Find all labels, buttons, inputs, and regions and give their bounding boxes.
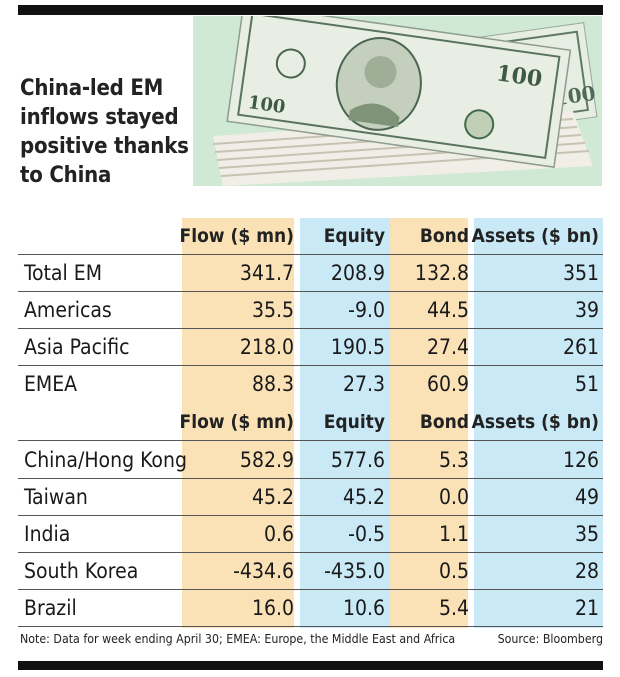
row-label: Total EM (24, 261, 102, 285)
equity-value: -0.5 (348, 522, 385, 546)
table-row: Total EM 341.7 208.9 132.8 351 (18, 255, 603, 292)
headline: China-led EM inflows stayed positive tha… (20, 76, 189, 188)
row-label: China/Hong Kong (24, 448, 187, 472)
bond-column-bg (390, 218, 474, 628)
header-bond: Bond (419, 225, 469, 247)
equity-value: 27.3 (342, 372, 385, 396)
flow-value: 16.0 (251, 596, 294, 620)
assets-value: 39 (574, 298, 599, 322)
equity-value: 10.6 (342, 596, 385, 620)
flow-value: 582.9 (239, 448, 294, 472)
row-label: South Korea (24, 559, 139, 583)
table-row: Taiwan 45.2 45.2 0.0 49 (18, 479, 603, 516)
bond-value: 5.4 (438, 596, 469, 620)
flow-value: 218.0 (239, 335, 294, 359)
assets-value: 28 (574, 559, 599, 583)
flow-value: 45.2 (251, 485, 294, 509)
bond-value: 27.4 (426, 335, 469, 359)
top-rule (18, 5, 603, 15)
bond-value: 5.3 (438, 448, 469, 472)
header-flow: Flow ($ mn) (179, 225, 294, 247)
equity-value: 208.9 (330, 261, 385, 285)
header-row: Flow ($ mn) Equity Bond Assets ($ bn) (18, 404, 603, 441)
row-label: Brazil (24, 596, 77, 620)
flow-value: 88.3 (251, 372, 294, 396)
table-row: Brazil 16.0 10.6 5.4 21 (18, 590, 603, 627)
dollar-bills-photo: 100 100 100 (193, 16, 602, 186)
footnote: Note: Data for week ending April 30; EME… (20, 632, 456, 646)
bond-value: 0.0 (438, 485, 469, 509)
header-flow: Flow ($ mn) (179, 411, 294, 433)
assets-value: 51 (574, 372, 599, 396)
table-row: India 0.6 -0.5 1.1 35 (18, 516, 603, 553)
bond-value: 132.8 (414, 261, 469, 285)
assets-value: 35 (574, 522, 599, 546)
flow-value: -434.6 (233, 559, 294, 583)
source-credit: Source: Bloomberg (497, 632, 603, 646)
bond-value: 1.1 (438, 522, 469, 546)
table-row: Americas 35.5 -9.0 44.5 39 (18, 292, 603, 329)
bond-value: 0.5 (438, 559, 469, 583)
assets-value: 49 (574, 485, 599, 509)
assets-value: 261 (562, 335, 599, 359)
equity-value: 45.2 (342, 485, 385, 509)
equity-value: 577.6 (330, 448, 385, 472)
row-label: India (24, 522, 71, 546)
flows-table: Flow ($ mn) Equity Bond Assets ($ bn) To… (18, 218, 603, 628)
svg-text:100: 100 (247, 92, 287, 118)
row-label: Taiwan (24, 485, 88, 509)
header-bond: Bond (419, 411, 469, 433)
assets-column-bg (474, 218, 603, 628)
table-row: Asia Pacific 218.0 190.5 27.4 261 (18, 329, 603, 366)
assets-value: 21 (574, 596, 599, 620)
table-row: EMEA 88.3 27.3 60.9 51 (18, 366, 603, 403)
bottom-rule (18, 661, 603, 670)
svg-text:100: 100 (495, 60, 544, 92)
equity-value: -435.0 (324, 559, 385, 583)
header-equity: Equity (323, 411, 385, 433)
flow-value: 35.5 (251, 298, 294, 322)
flow-value: 341.7 (239, 261, 294, 285)
table-row: China/Hong Kong 582.9 577.6 5.3 126 (18, 442, 603, 479)
row-label: Americas (24, 298, 112, 322)
table-row: South Korea -434.6 -435.0 0.5 28 (18, 553, 603, 590)
equity-value: -9.0 (348, 298, 385, 322)
header-assets: Assets ($ bn) (471, 411, 599, 433)
header-equity: Equity (323, 225, 385, 247)
row-label: EMEA (24, 372, 78, 396)
equity-column-bg (294, 218, 390, 628)
header-row: Flow ($ mn) Equity Bond Assets ($ bn) (18, 218, 603, 255)
equity-value: 190.5 (330, 335, 385, 359)
header-assets: Assets ($ bn) (471, 225, 599, 247)
flow-column-bg (182, 218, 294, 628)
bond-value: 60.9 (426, 372, 469, 396)
assets-value: 126 (562, 448, 599, 472)
row-label: Asia Pacific (24, 335, 130, 359)
bond-value: 44.5 (426, 298, 469, 322)
assets-value: 351 (562, 261, 599, 285)
flow-value: 0.6 (263, 522, 294, 546)
